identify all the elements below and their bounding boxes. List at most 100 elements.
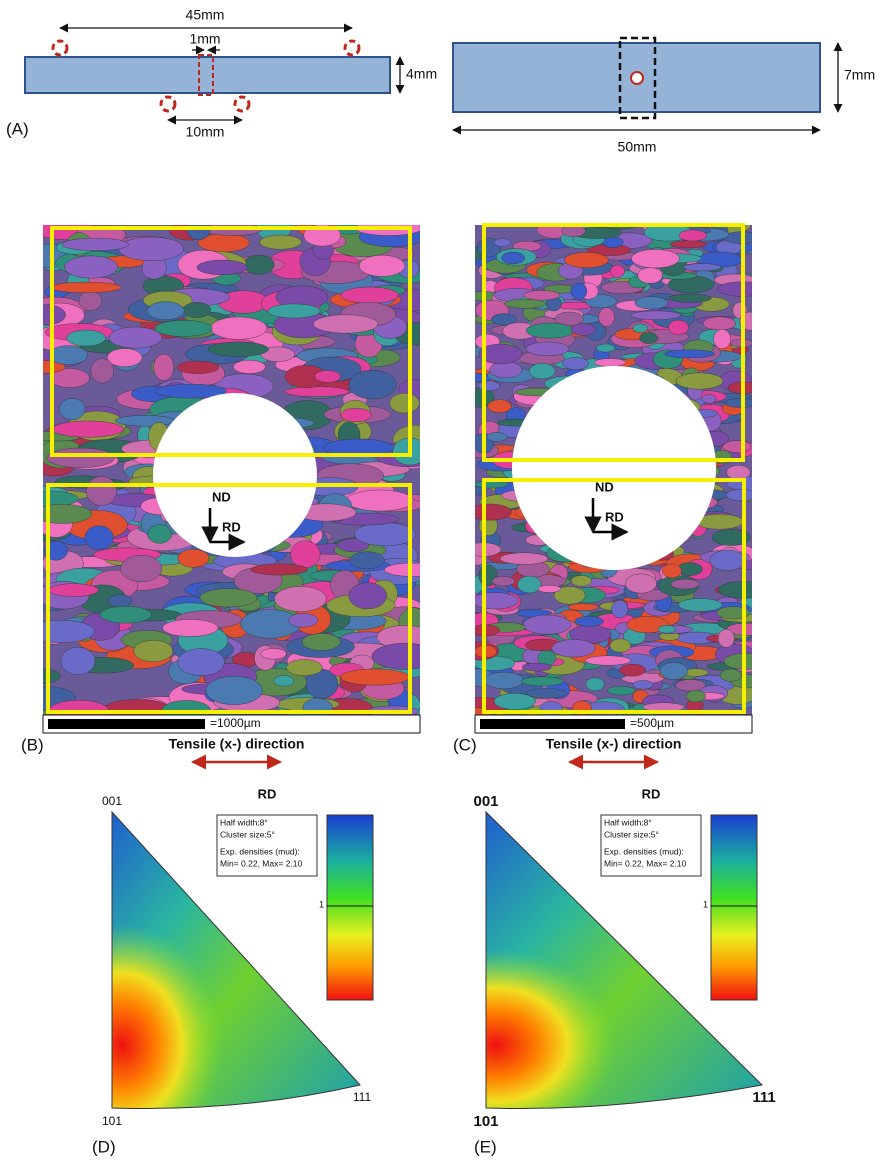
panel-label: (E) xyxy=(474,1137,497,1156)
grain xyxy=(118,236,184,261)
grain xyxy=(233,359,266,374)
corner-label: 101 xyxy=(473,1113,498,1130)
grain xyxy=(260,648,287,660)
panel-label: (D) xyxy=(92,1137,116,1156)
grain xyxy=(354,522,417,547)
grain xyxy=(120,554,163,583)
axis-arrows xyxy=(593,498,627,532)
legend-text: Cluster size:5° xyxy=(220,829,275,839)
legend-text: Exp. densities (mud): xyxy=(604,846,684,856)
grain xyxy=(669,240,708,249)
axis-label: ND xyxy=(212,489,231,504)
axis-label: RD xyxy=(605,509,624,524)
grain xyxy=(585,677,605,692)
grain xyxy=(107,594,133,608)
grain xyxy=(709,549,746,571)
grain xyxy=(570,575,592,587)
grain xyxy=(153,353,175,381)
grain xyxy=(521,662,552,672)
grain xyxy=(489,361,523,379)
grain xyxy=(154,383,227,399)
grain xyxy=(491,576,515,587)
grain xyxy=(313,314,379,334)
grain xyxy=(384,562,420,577)
grain xyxy=(717,629,735,648)
grain xyxy=(303,225,341,247)
grain xyxy=(60,646,96,675)
grain xyxy=(348,582,387,610)
specimen-left: 45mm 1mm 4mm 10mm (A) xyxy=(6,7,437,140)
dimension-label: 7mm xyxy=(844,67,875,83)
legend-text: Cluster size:5° xyxy=(604,829,659,839)
corner-label: 001 xyxy=(102,794,122,808)
grain xyxy=(147,524,172,544)
grain xyxy=(668,319,689,335)
grain xyxy=(609,638,631,653)
grain xyxy=(349,551,385,570)
dimension-label: 4mm xyxy=(406,66,437,82)
corner-label: 111 xyxy=(353,1090,372,1104)
grain xyxy=(274,586,327,612)
pf-title: RD xyxy=(258,786,277,801)
legend-box xyxy=(600,814,702,877)
grain xyxy=(517,575,542,594)
grain xyxy=(584,655,632,666)
colorbar-label: 1 xyxy=(703,899,708,909)
legend-box xyxy=(216,814,318,877)
pf-title: RD xyxy=(642,786,661,801)
grain xyxy=(639,332,658,344)
grain xyxy=(196,259,248,275)
grain xyxy=(525,341,570,356)
region-box xyxy=(482,478,746,714)
grain xyxy=(177,549,210,568)
grain xyxy=(250,563,308,576)
grain xyxy=(290,540,321,569)
grain xyxy=(46,447,115,468)
grain xyxy=(675,372,724,390)
grain xyxy=(570,282,588,300)
grain xyxy=(716,606,750,620)
grain xyxy=(670,578,700,590)
grain xyxy=(726,465,751,480)
grain xyxy=(477,380,501,392)
grain xyxy=(176,360,220,374)
grain xyxy=(259,234,302,250)
grain xyxy=(567,603,599,611)
corner-label: 001 xyxy=(473,793,498,810)
colorbar xyxy=(710,814,758,1001)
grain xyxy=(726,489,752,502)
grain xyxy=(475,503,512,521)
dimension-label: 10mm xyxy=(186,124,225,140)
grain xyxy=(133,640,173,662)
legend-text: Half width:8° xyxy=(220,817,268,827)
grain xyxy=(108,326,163,349)
grain xyxy=(199,588,258,608)
grain xyxy=(389,392,420,414)
grain xyxy=(43,490,79,507)
grain xyxy=(359,254,406,277)
grain xyxy=(630,310,681,320)
colorbar-label: 1 xyxy=(319,899,324,909)
grain xyxy=(154,320,213,337)
grain xyxy=(114,415,175,427)
panel-label: (A) xyxy=(6,119,29,138)
grain xyxy=(371,642,420,670)
ipf-triangle xyxy=(486,812,762,1109)
scale-bar xyxy=(48,719,205,729)
grain xyxy=(44,540,68,561)
grain xyxy=(242,255,275,275)
grain xyxy=(348,370,397,400)
grain xyxy=(207,341,269,357)
grain xyxy=(51,420,124,438)
grain xyxy=(478,343,523,365)
legend-text: Exp. densities (mud): xyxy=(220,846,300,856)
grain xyxy=(657,625,677,634)
axis-arrows xyxy=(210,508,244,542)
grain xyxy=(702,316,736,331)
grain xyxy=(99,606,152,624)
grain xyxy=(491,313,517,326)
grain xyxy=(84,525,114,550)
grain xyxy=(66,329,106,347)
axis-label: RD xyxy=(222,519,241,534)
